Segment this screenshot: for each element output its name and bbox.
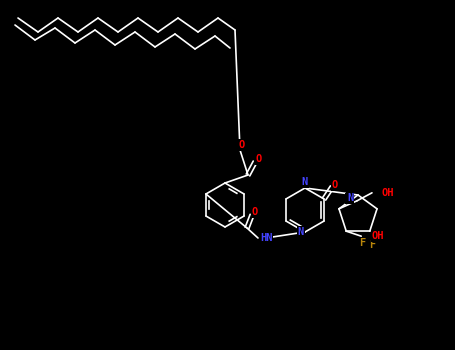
Text: O: O — [345, 194, 352, 204]
Text: OH: OH — [382, 188, 394, 198]
Text: O: O — [252, 207, 258, 217]
Text: F: F — [359, 238, 365, 248]
Text: O: O — [256, 154, 262, 164]
Text: O: O — [239, 140, 245, 150]
Text: N: N — [302, 177, 308, 187]
Text: N: N — [298, 227, 304, 237]
Text: F: F — [369, 240, 375, 250]
Text: N: N — [347, 193, 353, 203]
Text: HN: HN — [260, 233, 273, 243]
Text: O: O — [332, 180, 338, 190]
Text: OH: OH — [371, 231, 384, 241]
